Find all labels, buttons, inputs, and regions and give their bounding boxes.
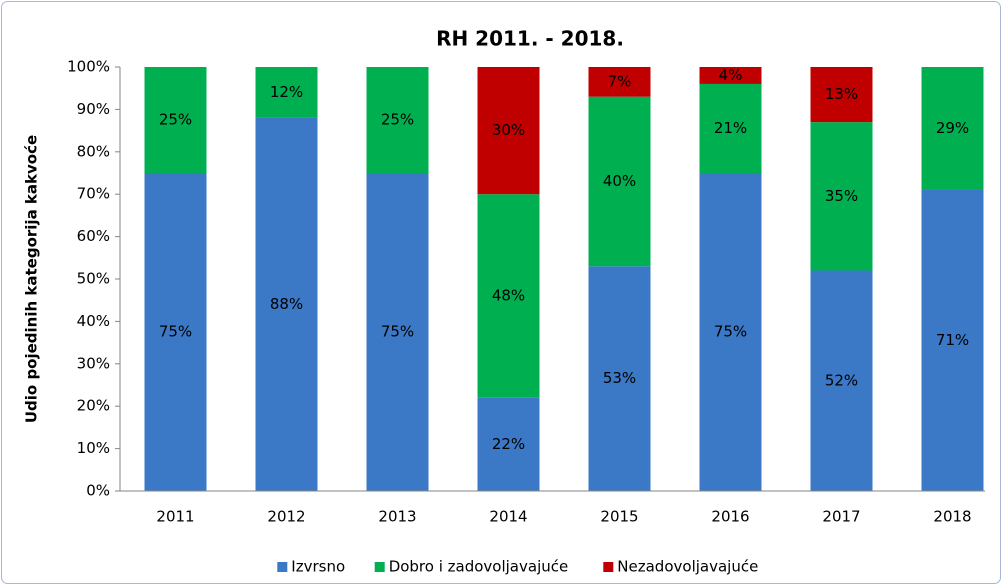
data-label: 4%	[719, 66, 743, 84]
y-axis-label: Udio pojedinih kategorija kakvoće	[23, 135, 41, 423]
x-tick-label: 2011	[156, 508, 194, 526]
y-tick-label: 40%	[77, 312, 110, 330]
data-label: 25%	[159, 111, 192, 129]
data-label: 29%	[936, 119, 969, 137]
bar-segment	[588, 67, 651, 97]
bar-segment	[477, 67, 540, 195]
legend-swatch	[603, 562, 614, 572]
data-label: 75%	[714, 323, 747, 341]
data-label: 7%	[608, 72, 632, 90]
bar-segment	[810, 67, 873, 123]
data-label: 75%	[381, 323, 414, 341]
data-label: 53%	[603, 369, 636, 387]
bar-segment	[144, 67, 207, 173]
bar-segment	[921, 67, 984, 190]
bar-segment	[366, 173, 429, 491]
bar-segment	[144, 173, 207, 491]
bar-segment	[477, 194, 540, 398]
data-label: 13%	[825, 85, 858, 103]
bar-segment	[255, 67, 318, 118]
bar-segment	[810, 270, 873, 491]
y-tick-label: 90%	[77, 100, 110, 118]
data-label: 40%	[603, 172, 636, 190]
bar-segment	[699, 173, 762, 491]
data-label: 21%	[714, 119, 747, 137]
bar-segment	[699, 83, 762, 173]
data-label: 12%	[270, 83, 303, 101]
bar-segment	[921, 189, 984, 491]
x-tick-label: 2013	[378, 508, 416, 526]
data-label: 75%	[159, 323, 192, 341]
data-label: 48%	[492, 286, 525, 304]
y-tick-label: 100%	[67, 58, 110, 76]
data-label: 88%	[270, 295, 303, 313]
bar-segment	[366, 67, 429, 173]
bar-segment	[810, 122, 873, 271]
data-label: 25%	[381, 111, 414, 129]
bar-segment	[588, 266, 651, 491]
bar-segment	[699, 67, 762, 84]
bar-segment	[477, 397, 540, 491]
legend-swatch	[374, 562, 385, 572]
x-tick-label: 2014	[489, 508, 527, 526]
legend-label: Nezadovoljavajuće	[617, 558, 758, 576]
x-tick-label: 2017	[822, 508, 860, 526]
y-tick-label: 10%	[77, 439, 110, 457]
bar-segment	[588, 96, 651, 267]
x-tick-label: 2016	[711, 508, 749, 526]
data-label: 52%	[825, 371, 858, 389]
chart-title: RH 2011. - 2018.	[436, 27, 624, 51]
data-label: 35%	[825, 187, 858, 205]
y-tick-label: 70%	[77, 185, 110, 203]
y-tick-label: 60%	[77, 227, 110, 245]
x-tick-label: 2018	[933, 508, 971, 526]
legend-label: Izvrsno	[291, 558, 345, 576]
legend-label: Dobro i zadovoljavajuće	[389, 558, 569, 576]
y-tick-label: 0%	[86, 482, 110, 500]
y-tick-label: 80%	[77, 142, 110, 160]
data-label: 71%	[936, 331, 969, 349]
y-tick-label: 50%	[77, 270, 110, 288]
legend-swatch	[277, 562, 288, 572]
y-tick-label: 20%	[77, 397, 110, 415]
x-tick-label: 2012	[267, 508, 305, 526]
bar-segment	[255, 117, 318, 491]
data-label: 30%	[492, 121, 525, 139]
x-tick-label: 2015	[600, 508, 638, 526]
data-label: 22%	[492, 435, 525, 453]
y-tick-label: 30%	[77, 354, 110, 372]
